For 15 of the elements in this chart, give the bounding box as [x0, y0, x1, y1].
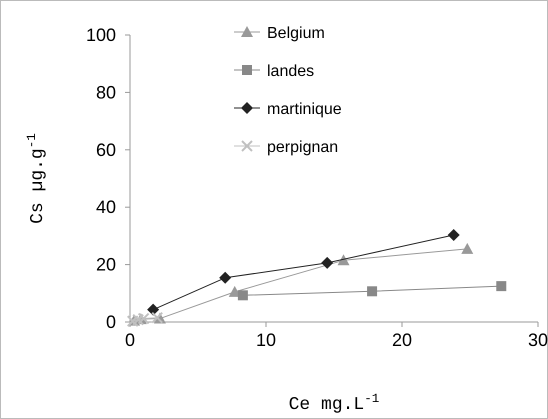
x-tick-label: 0 [124, 330, 136, 350]
y-tick-label: 40 [96, 197, 116, 218]
x-tick-label: 30 [528, 330, 548, 350]
y-tick-label: 60 [96, 140, 116, 160]
y-tick-label: 0 [106, 312, 116, 332]
legend-label: landes [267, 63, 314, 80]
x-tick-label: 10 [256, 330, 276, 350]
y-tick-label: 100 [86, 25, 116, 45]
legend-label: Belgium [267, 25, 325, 42]
x-tick-label: 20 [392, 330, 412, 350]
x-axis-title: Ce mg.L$^{-1}$ [288, 392, 380, 415]
y-tick-label: 20 [96, 254, 116, 275]
legend-label: perpignan [267, 139, 338, 156]
legend-label: martinique [267, 101, 342, 118]
y-tick-label: 80 [96, 82, 116, 102]
